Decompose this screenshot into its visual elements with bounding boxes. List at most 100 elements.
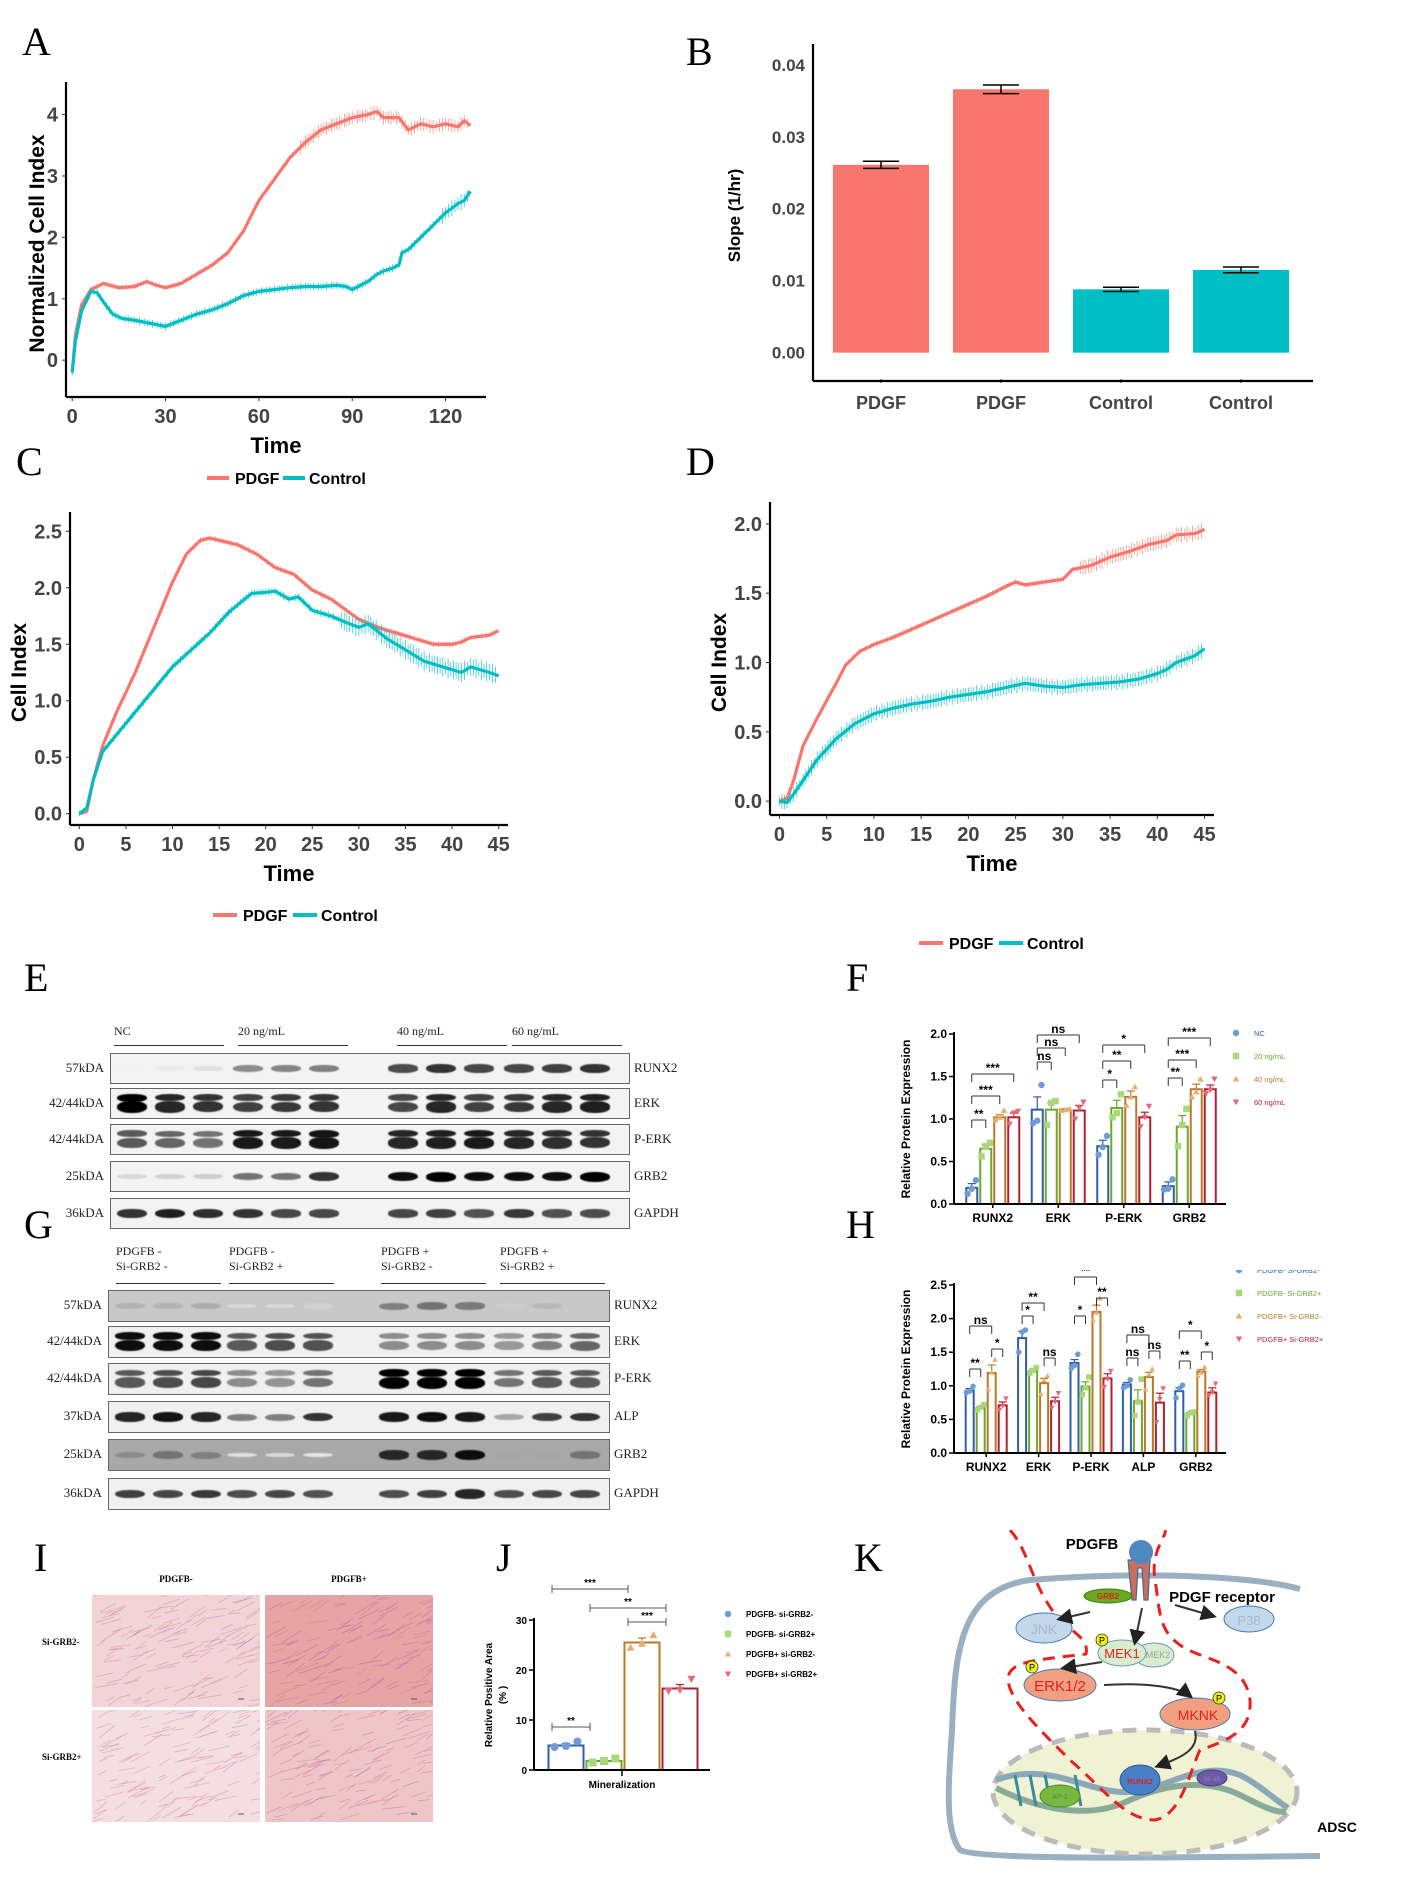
cell-streak	[334, 1603, 346, 1608]
cell-streak	[128, 1654, 142, 1658]
cell-streak	[182, 1654, 200, 1658]
cell-streak	[235, 1715, 251, 1724]
data-point	[1235, 1336, 1243, 1343]
data-point	[724, 1650, 732, 1657]
x-tick-label: 0	[67, 406, 78, 428]
cell-streak	[367, 1738, 377, 1744]
data-point	[1165, 1185, 1172, 1192]
cell-streak	[314, 1795, 330, 1801]
pdgfb-ligand-icon	[1129, 1540, 1153, 1564]
data-point	[1075, 1351, 1081, 1358]
bar	[1017, 1337, 1028, 1454]
lane-group-label: PDGFB - Si-GRB2 +	[229, 1244, 283, 1274]
cell-streak	[317, 1679, 339, 1685]
cell-streak	[163, 1686, 173, 1690]
cell-streak	[244, 1623, 257, 1627]
panel-letter-k: K	[854, 1535, 883, 1580]
significance-label: ***	[1182, 1025, 1196, 1039]
cell-streak	[414, 1630, 431, 1636]
x-tick-label: 30	[348, 834, 370, 856]
protein-band	[494, 1303, 524, 1309]
protein-band	[233, 1094, 263, 1102]
cell-streak	[239, 1753, 258, 1763]
protein-band	[532, 1377, 562, 1388]
bar	[1110, 1106, 1124, 1205]
cell-streak	[98, 1757, 108, 1762]
data-point	[1049, 1405, 1055, 1411]
data-point	[1179, 1121, 1186, 1129]
protein-band	[115, 1332, 145, 1340]
cell-streak	[187, 1795, 203, 1801]
bar-control-4	[1193, 269, 1289, 353]
data-point	[1086, 1374, 1092, 1380]
protein-band	[233, 1065, 263, 1072]
error-band-pdgf	[78, 535, 496, 816]
bar-group-mineralization	[585, 1754, 623, 1771]
protein-band	[532, 1369, 562, 1377]
bar-pdgf-2	[953, 89, 1049, 353]
cell-streak	[402, 1780, 419, 1788]
cell-streak	[292, 1684, 307, 1687]
cell-streak	[103, 1654, 115, 1661]
cell-streak	[323, 1643, 340, 1651]
cell-streak	[131, 1675, 142, 1683]
data-point	[1103, 1132, 1111, 1140]
data-point	[1010, 1110, 1017, 1117]
data-point	[1052, 1097, 1059, 1105]
protein-band	[191, 1377, 221, 1388]
blot-strip-p-erk	[108, 1363, 610, 1395]
protein-band	[193, 1138, 223, 1148]
cell-streak	[314, 1750, 331, 1760]
cell-streak	[121, 1780, 129, 1785]
cell-streak	[143, 1710, 148, 1712]
cell-streak	[358, 1608, 380, 1620]
panel-letter-g: G	[24, 1202, 53, 1247]
blot-strip-runx2	[108, 1290, 610, 1322]
cell-streak	[192, 1673, 211, 1688]
cell-streak	[227, 1625, 248, 1637]
pathway-arrow	[1060, 1658, 1103, 1675]
cell-streak	[320, 1794, 337, 1800]
cell-streak	[309, 1671, 325, 1683]
significance-bracket: **	[971, 1107, 987, 1128]
cell-streak	[281, 1630, 302, 1644]
cell-streak	[256, 1727, 260, 1731]
cell-streak	[359, 1780, 371, 1785]
cell-streak	[191, 1616, 206, 1626]
x-tick-label: RUNX2	[972, 1211, 1013, 1225]
phosphorylation-label: P	[1099, 1636, 1105, 1646]
protein-band	[417, 1302, 447, 1310]
legend-label-pdgf: PDGF	[949, 936, 994, 953]
bar	[623, 1641, 661, 1771]
cell-streak	[420, 1770, 433, 1774]
y-tick-label: 10	[516, 1716, 528, 1727]
significance-bracket: ***	[1167, 1025, 1211, 1046]
significance-bracket: **	[1178, 1348, 1191, 1369]
data-point	[649, 1631, 658, 1639]
lane-group-underline	[381, 1283, 486, 1284]
y-axis-title: Cell Index	[708, 613, 731, 713]
cell-streak	[230, 1631, 245, 1641]
cell-streak	[420, 1663, 432, 1672]
protein-band	[580, 1137, 610, 1149]
data-point	[1109, 1114, 1116, 1121]
lane-group-underline	[500, 1283, 605, 1284]
cell-streak	[133, 1624, 153, 1636]
y-tick-label: 0.5	[930, 1412, 947, 1426]
cell-streak	[372, 1751, 391, 1761]
bar-group-grb2	[1174, 1105, 1190, 1205]
cell-streak	[385, 1680, 400, 1688]
cell-streak	[247, 1703, 260, 1707]
molecular-weight-label: 42/44kDA	[49, 1130, 104, 1146]
cell-streak	[197, 1609, 207, 1617]
cell-streak	[291, 1752, 299, 1758]
ap1-node	[1039, 1784, 1081, 1808]
protein-band	[115, 1303, 145, 1309]
significance-bracket: ***	[1167, 1047, 1197, 1068]
cell-streak	[269, 1669, 280, 1674]
data-point	[1135, 1399, 1141, 1405]
data-point	[1209, 1390, 1216, 1396]
significance-bracket: ns	[1147, 1338, 1162, 1359]
cell-streak	[95, 1616, 114, 1623]
cell-streak	[328, 1669, 340, 1674]
